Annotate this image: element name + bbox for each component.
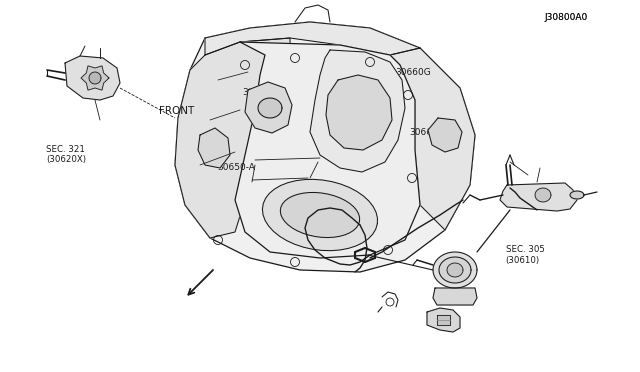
Polygon shape xyxy=(65,56,120,100)
Polygon shape xyxy=(326,75,392,150)
Text: 30060H: 30060H xyxy=(242,88,277,97)
Text: SEC. 305
(30610): SEC. 305 (30610) xyxy=(506,245,545,264)
Polygon shape xyxy=(439,257,471,283)
Text: FRONT: FRONT xyxy=(159,106,194,116)
Polygon shape xyxy=(235,42,420,258)
Polygon shape xyxy=(262,179,378,251)
Polygon shape xyxy=(175,38,290,238)
Polygon shape xyxy=(89,72,101,84)
Polygon shape xyxy=(447,263,463,277)
Polygon shape xyxy=(258,98,282,118)
Polygon shape xyxy=(437,315,450,325)
Text: J30800A0: J30800A0 xyxy=(544,13,588,22)
Polygon shape xyxy=(428,118,462,152)
Text: 30650: 30650 xyxy=(339,209,368,218)
Text: J30800A0: J30800A0 xyxy=(544,13,588,22)
Polygon shape xyxy=(433,252,477,288)
Polygon shape xyxy=(280,192,360,238)
Polygon shape xyxy=(310,50,405,172)
Polygon shape xyxy=(427,308,460,332)
Polygon shape xyxy=(245,82,292,133)
Text: 30660: 30660 xyxy=(410,128,438,137)
Text: 30650-A: 30650-A xyxy=(218,163,255,172)
Polygon shape xyxy=(500,183,577,211)
Polygon shape xyxy=(175,22,475,272)
Polygon shape xyxy=(390,48,475,230)
Polygon shape xyxy=(205,22,420,55)
Polygon shape xyxy=(570,191,584,199)
Polygon shape xyxy=(81,66,109,90)
Text: SEC. 321
(30620X): SEC. 321 (30620X) xyxy=(46,145,86,164)
Polygon shape xyxy=(198,128,230,168)
Polygon shape xyxy=(433,288,477,305)
Polygon shape xyxy=(535,188,551,202)
Text: 30660G: 30660G xyxy=(396,68,431,77)
